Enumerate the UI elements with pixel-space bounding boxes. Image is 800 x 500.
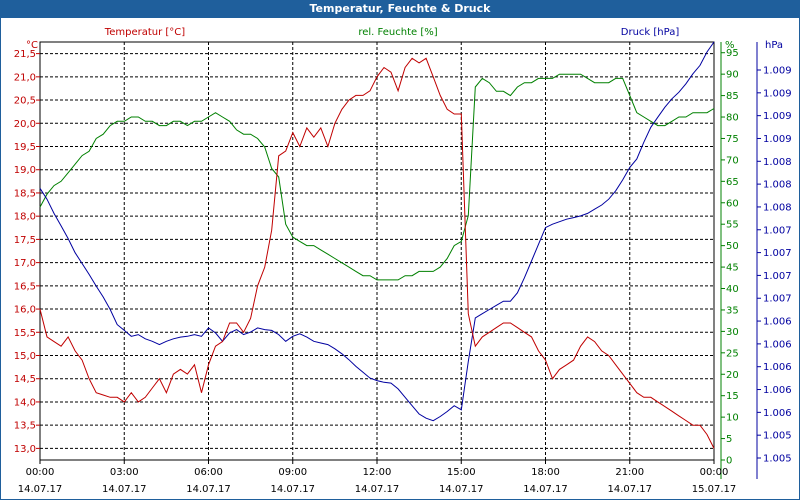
temperature-tick-label: 15,0 bbox=[14, 351, 36, 362]
window-titlebar: Temperatur, Feuchte & Druck bbox=[0, 0, 800, 18]
pressure-tick-label: 1.006 bbox=[763, 339, 792, 350]
weather-chart: Temperatur [°C] rel. Feuchte [%] Druck [… bbox=[14, 27, 792, 495]
window-title: Temperatur, Feuchte & Druck bbox=[309, 2, 491, 15]
humidity-tick-label: 10 bbox=[726, 413, 739, 424]
humidity-tick-label: 95 bbox=[726, 48, 739, 59]
temperature-tick-label: 20,5 bbox=[14, 96, 36, 107]
time-tick-label: 00:00 bbox=[26, 467, 55, 478]
temperature-tick-label: 18,0 bbox=[14, 212, 36, 223]
pressure-tick-label: 1.007 bbox=[763, 294, 792, 305]
time-tick-label: 18:00 bbox=[531, 467, 560, 478]
pressure-tick-label: 1.008 bbox=[763, 202, 792, 213]
pressure-tick-label: 1.009 bbox=[763, 88, 792, 99]
pressure-axis: 1.005 1.005 1.006 1.006 1.006 1.006 1.006 1.007… bbox=[756, 42, 792, 479]
pressure-tick-label: 1.009 bbox=[763, 134, 792, 145]
date-tick-label: 14.07.17 bbox=[18, 484, 63, 495]
pressure-axis-title: Druck [hPa] bbox=[621, 27, 680, 38]
humidity-tick-label: 75 bbox=[726, 134, 739, 145]
date-tick-label: 14.07.17 bbox=[355, 484, 400, 495]
humidity-series-line bbox=[39, 73, 715, 281]
humidity-tick-label: 80 bbox=[726, 113, 739, 124]
series-lines bbox=[39, 41, 715, 449]
date-tick-label: 14.07.17 bbox=[439, 484, 484, 495]
temperature-tick-label: 17,0 bbox=[14, 258, 36, 269]
time-tick-label: 00:00 bbox=[700, 467, 729, 478]
temperature-series-line bbox=[39, 57, 715, 449]
pressure-tick-label: 1.006 bbox=[763, 408, 792, 419]
time-axis: 00:00 14.07.17 03:00 14.07.17 06:00 14.07.17 0… bbox=[18, 460, 737, 495]
humidity-unit-label: % bbox=[725, 40, 735, 51]
humidity-tick-label: 20 bbox=[726, 370, 739, 381]
date-tick-label: 15.07.17 bbox=[692, 484, 737, 495]
temperature-tick-label: 16,0 bbox=[14, 305, 36, 316]
temperature-tick-label: 14,0 bbox=[14, 397, 36, 408]
humidity-tick-label: 45 bbox=[726, 263, 739, 274]
date-tick-label: 14.07.17 bbox=[270, 484, 315, 495]
temperature-tick-label: 20,0 bbox=[14, 119, 36, 130]
time-tick-label: 21:00 bbox=[615, 467, 644, 478]
date-tick-label: 14.07.17 bbox=[102, 484, 147, 495]
temperature-unit-label: °C bbox=[26, 40, 38, 51]
humidity-tick-label: 90 bbox=[726, 70, 739, 81]
temperature-tick-label: 13,0 bbox=[14, 444, 36, 455]
temperature-tick-label: 18,5 bbox=[14, 188, 36, 199]
humidity-tick-label: 55 bbox=[726, 220, 739, 231]
temperature-tick-label: 21,5 bbox=[14, 49, 36, 60]
pressure-tick-label: 1.006 bbox=[763, 317, 792, 328]
pressure-tick-label: 1.005 bbox=[763, 431, 792, 442]
humidity-tick-label: 65 bbox=[726, 177, 739, 188]
temperature-tick-label: 17,5 bbox=[14, 235, 36, 246]
time-tick-label: 12:00 bbox=[363, 467, 392, 478]
temperature-tick-label: 14,5 bbox=[14, 374, 36, 385]
temperature-tick-label: 21,0 bbox=[14, 72, 36, 83]
pressure-tick-label: 1.006 bbox=[763, 362, 792, 373]
humidity-tick-label: 60 bbox=[726, 198, 739, 209]
pressure-tick-label: 1.007 bbox=[763, 225, 792, 236]
pressure-tick-label: 1.005 bbox=[763, 454, 792, 465]
humidity-tick-label: 15 bbox=[726, 391, 739, 402]
pressure-tick-label: 1.009 bbox=[763, 66, 792, 77]
humidity-tick-label: 0 bbox=[726, 456, 732, 467]
date-tick-label: 14.07.17 bbox=[186, 484, 231, 495]
pressure-tick-label: 1.007 bbox=[763, 248, 792, 259]
temperature-axis-title: Temperatur [°C] bbox=[104, 27, 185, 38]
pressure-tick-label: 1.009 bbox=[763, 111, 792, 122]
pressure-tick-label: 1.006 bbox=[763, 385, 792, 396]
humidity-tick-label: 30 bbox=[726, 327, 739, 338]
date-tick-label: 14.07.17 bbox=[607, 484, 652, 495]
humidity-tick-label: 70 bbox=[726, 155, 739, 166]
time-tick-label: 15:00 bbox=[447, 467, 476, 478]
time-tick-label: 03:00 bbox=[110, 467, 139, 478]
humidity-axis: 0 5 10 15 20 25 30 35 40 45 50 55 60 65 70 75 80 85 90 95 bbox=[720, 42, 739, 479]
date-tick-label: 14.07.17 bbox=[523, 484, 568, 495]
humidity-tick-label: 50 bbox=[726, 241, 739, 252]
temperature-tick-label: 15,5 bbox=[14, 328, 36, 339]
humidity-axis-title: rel. Feuchte [%] bbox=[358, 27, 437, 38]
temperature-tick-label: 16,5 bbox=[14, 281, 36, 292]
humidity-tick-label: 5 bbox=[726, 434, 732, 445]
pressure-series-line bbox=[39, 41, 715, 422]
humidity-tick-label: 35 bbox=[726, 305, 739, 316]
plot-grid bbox=[40, 42, 714, 460]
temperature-axis: 13,0 13,5 14,0 14,5 15,0 15,5 16,0 16,5 17,0 17,5… bbox=[14, 49, 40, 455]
time-tick-label: 06:00 bbox=[194, 467, 223, 478]
time-tick-label: 09:00 bbox=[278, 467, 307, 478]
pressure-unit-label: hPa bbox=[765, 40, 783, 51]
temperature-tick-label: 19,0 bbox=[14, 165, 36, 176]
humidity-tick-label: 85 bbox=[726, 91, 739, 102]
humidity-tick-label: 40 bbox=[726, 284, 739, 295]
pressure-tick-label: 1.008 bbox=[763, 180, 792, 191]
pressure-tick-label: 1.008 bbox=[763, 157, 792, 168]
humidity-tick-label: 25 bbox=[726, 348, 739, 359]
temperature-tick-label: 13,5 bbox=[14, 421, 36, 432]
temperature-tick-label: 19,5 bbox=[14, 142, 36, 153]
pressure-tick-label: 1.007 bbox=[763, 271, 792, 282]
